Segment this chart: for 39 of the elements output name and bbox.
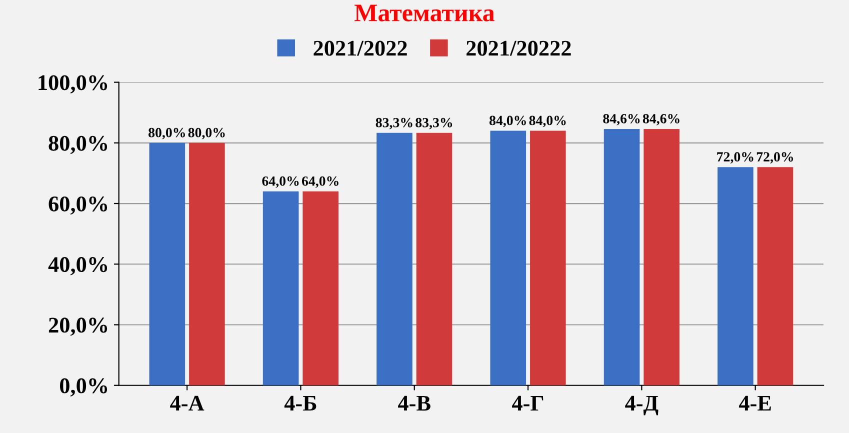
bar: [757, 167, 794, 386]
x-tick-label: 4-Е: [738, 396, 771, 411]
x-tick-label: 4-Б: [284, 396, 316, 411]
data-label: 64,0%: [262, 176, 299, 188]
bar: [262, 191, 299, 386]
data-label: 83,3%: [416, 118, 452, 130]
data-label: 72,0%: [756, 152, 794, 164]
y-tick-label: 60,0%: [48, 196, 108, 215]
x-tick-label: 4-В: [398, 396, 430, 411]
bar: [149, 142, 186, 386]
data-label: 64,0%: [302, 176, 338, 188]
bar: [490, 130, 526, 386]
x-tick-label: 4-Д: [625, 396, 658, 416]
data-label: 84,0%: [529, 116, 566, 128]
y-tick-label: 80,0%: [48, 136, 108, 154]
x-tick-label: 4-Г: [512, 396, 544, 411]
bar: [644, 128, 680, 386]
data-label: 80,0%: [188, 128, 225, 140]
x-tick-label: 4-А: [170, 396, 204, 411]
y-tick-label: 0,0%: [60, 378, 108, 397]
bar: [718, 167, 754, 386]
data-label: 84,0%: [490, 116, 526, 128]
data-label: 84,6%: [603, 114, 640, 126]
bar: [416, 132, 452, 386]
legend-label: 2021/2022: [314, 40, 407, 56]
data-label: 80,0%: [148, 128, 185, 140]
data-label: 84,6%: [642, 114, 680, 126]
data-label: 72,0%: [717, 152, 754, 164]
bar: [189, 142, 225, 386]
y-tick-label: 20,0%: [48, 318, 108, 336]
bar: [376, 132, 412, 386]
bar: [604, 128, 640, 386]
data-label: 83,3%: [376, 118, 412, 130]
bar: [530, 130, 566, 386]
y-tick-label: 40,0%: [48, 257, 108, 276]
bar: [302, 191, 338, 386]
y-tick-label: 100,0%: [38, 75, 108, 94]
legend-label: 2021/20222: [466, 40, 571, 56]
chart-title: Математика: [354, 4, 494, 22]
